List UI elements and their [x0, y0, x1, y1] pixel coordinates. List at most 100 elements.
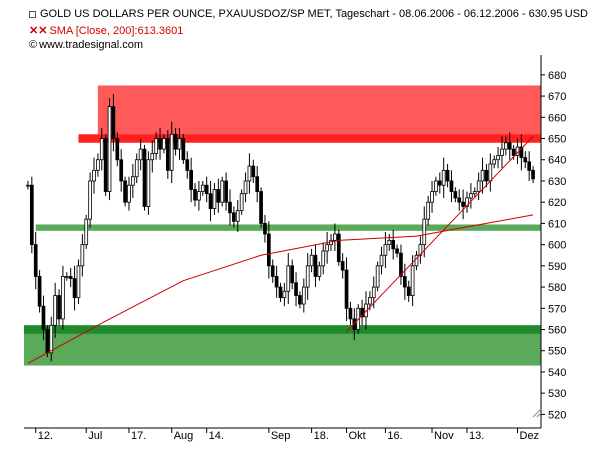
candle-body	[220, 180, 225, 203]
y-tick-label: 620	[548, 197, 566, 209]
candle-body	[368, 297, 372, 305]
candle-body	[111, 106, 116, 139]
candle-body	[527, 161, 532, 171]
sma-line	[27, 214, 534, 364]
candle-body	[402, 276, 407, 288]
candle	[96, 153, 100, 177]
candle-body	[115, 138, 120, 161]
candle	[301, 278, 306, 313]
candle-body	[317, 265, 322, 277]
x-tick-label: Dez	[520, 430, 540, 442]
candle-body	[146, 159, 151, 207]
candle	[340, 253, 345, 279]
zone-resistance	[97, 85, 541, 139]
candle	[375, 261, 380, 292]
candle-body	[150, 152, 155, 161]
candle-body	[255, 176, 260, 192]
zone-support-band	[24, 325, 541, 334]
candle	[37, 270, 42, 313]
candle-body	[410, 265, 415, 296]
candle	[68, 267, 73, 288]
candle-body	[519, 146, 524, 159]
candle-body	[305, 265, 310, 288]
candle	[88, 172, 92, 228]
y-tick-label: 560	[548, 325, 566, 337]
candle-body	[239, 193, 244, 212]
candle-body	[375, 265, 380, 288]
candle-body	[72, 278, 77, 299]
candle-body	[99, 138, 104, 161]
candle	[348, 301, 353, 326]
candle-body	[37, 276, 42, 307]
candle	[344, 257, 349, 322]
candle	[267, 221, 271, 279]
candle	[290, 259, 294, 290]
candle	[53, 282, 57, 338]
candle	[523, 151, 528, 169]
currency-label: USD	[564, 8, 588, 20]
y-tick-label: 540	[548, 367, 566, 379]
x-tick-label: Jul	[88, 430, 102, 442]
candle-body	[177, 138, 182, 150]
candle-body	[391, 239, 396, 250]
candle	[298, 291, 302, 309]
candle	[472, 187, 477, 198]
candle-body	[461, 201, 465, 207]
zone-mid-support-line	[35, 224, 541, 231]
candle	[204, 176, 209, 203]
y-tick-label: 580	[548, 282, 566, 294]
candle-body	[321, 250, 326, 267]
candle	[181, 134, 186, 164]
candle-body	[267, 233, 271, 267]
candle	[321, 242, 326, 275]
y-tick-label: 550	[548, 346, 566, 358]
candle	[294, 272, 298, 307]
candle	[76, 259, 81, 305]
candle	[185, 151, 190, 179]
candle-body	[154, 138, 159, 154]
candle	[410, 255, 415, 307]
candle-body	[134, 159, 139, 178]
candle	[193, 183, 197, 207]
y-tick-label: 650	[548, 134, 566, 146]
candle-body	[251, 165, 256, 178]
candle	[325, 231, 329, 264]
candle	[457, 189, 462, 211]
source-label: www.tradesignal.com	[39, 39, 144, 51]
candle	[72, 265, 77, 311]
x-tick-label: 13.	[469, 430, 484, 442]
candle	[165, 130, 170, 179]
candle	[123, 176, 127, 207]
x-tick-label: 18.	[314, 430, 329, 442]
candle-body	[348, 307, 353, 320]
candle	[127, 176, 131, 211]
candle	[224, 172, 228, 211]
candle	[26, 180, 30, 190]
x-tick-label: 12.	[38, 430, 53, 442]
candle-body	[430, 191, 434, 203]
candle-body	[208, 193, 213, 209]
candle	[434, 176, 438, 196]
chart-header: GOLD US DOLLARS PER OUNCE, PXAUUSDOZ/SP …	[0, 0, 600, 60]
copyright-icon: ©	[29, 39, 38, 51]
candle	[480, 157, 485, 194]
candle	[305, 253, 310, 300]
candle	[235, 200, 240, 232]
candle-body	[165, 138, 170, 171]
candle	[162, 134, 166, 154]
candle-body	[426, 201, 430, 220]
trendline	[346, 136, 534, 332]
candle	[146, 151, 151, 215]
candle	[488, 153, 493, 192]
candle	[150, 140, 155, 173]
candle-body	[500, 148, 504, 156]
candle-body	[158, 138, 162, 150]
x-tick-label: Nov	[434, 430, 454, 442]
candle-body	[309, 254, 314, 267]
candle-body	[88, 180, 92, 220]
candle-body	[480, 169, 485, 182]
candle-body	[41, 305, 46, 330]
candle-body	[243, 180, 248, 195]
candle-body	[270, 265, 275, 277]
